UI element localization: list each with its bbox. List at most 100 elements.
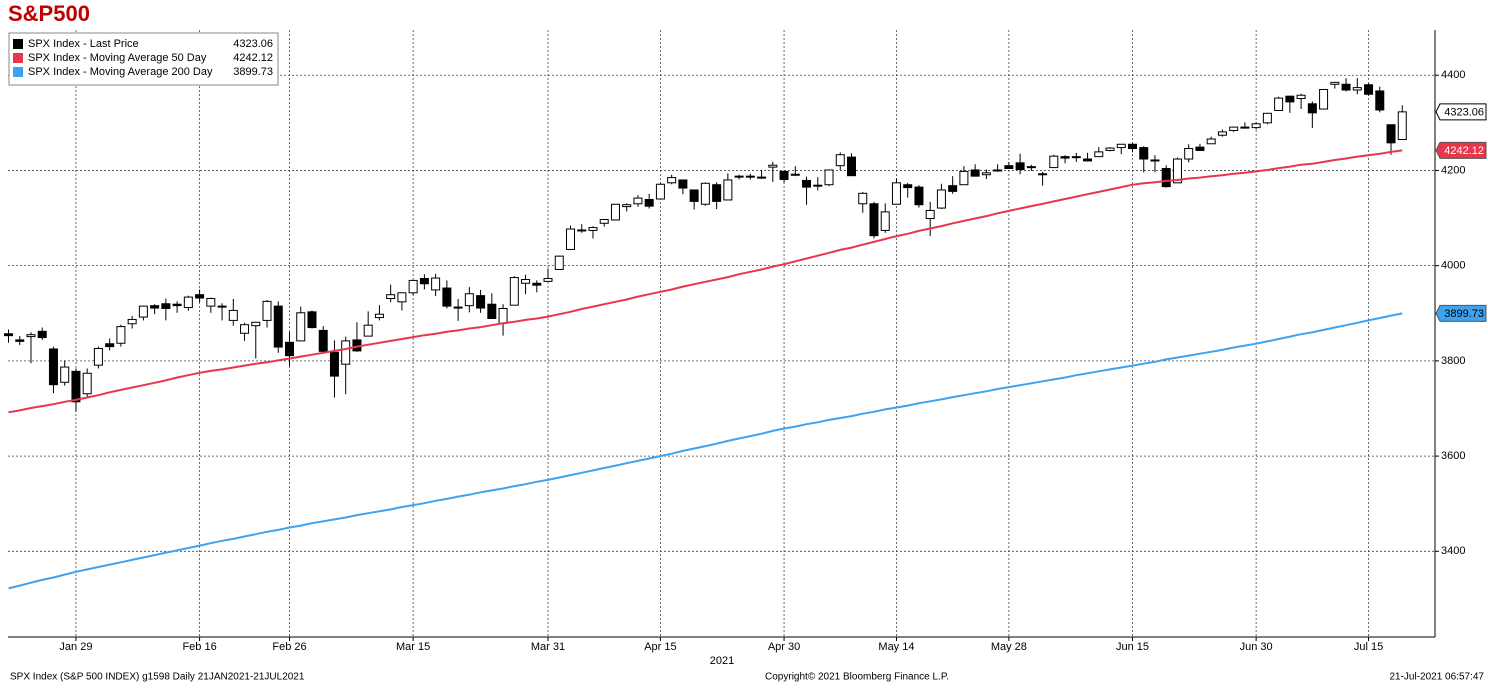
y-tick-label: 4400 bbox=[1441, 69, 1465, 81]
candle-body bbox=[588, 227, 598, 231]
candle-body bbox=[1195, 146, 1205, 151]
candle-body bbox=[1071, 156, 1081, 159]
candle-body bbox=[1060, 156, 1070, 159]
ma-line bbox=[8, 312, 1403, 590]
candle-body bbox=[386, 294, 396, 300]
candle-body bbox=[813, 184, 823, 187]
candle-body bbox=[1004, 165, 1014, 170]
candle-body bbox=[667, 177, 677, 184]
candle-body bbox=[1229, 126, 1239, 131]
candle-body bbox=[296, 312, 306, 342]
candle-body bbox=[307, 311, 317, 329]
candle-body bbox=[1330, 81, 1340, 85]
candle-body bbox=[880, 211, 890, 231]
candle-body bbox=[948, 185, 958, 192]
candle-body bbox=[217, 305, 227, 308]
candle-body bbox=[543, 278, 553, 282]
y-tick-label: 3800 bbox=[1441, 355, 1465, 367]
candle-body bbox=[644, 198, 654, 207]
candle-body bbox=[1217, 131, 1227, 136]
legend-label: SPX Index - Last Price bbox=[28, 38, 139, 50]
candle-body bbox=[15, 339, 25, 342]
grid: 3400 3600 3800 4000 4200 4400 Jan 29 Feb 16 Feb … bbox=[8, 30, 1465, 653]
candle-body bbox=[757, 176, 767, 179]
candle-body bbox=[1319, 89, 1329, 110]
candle-body bbox=[678, 179, 688, 189]
candle-body bbox=[599, 218, 609, 224]
candle-body bbox=[1341, 83, 1351, 91]
candle-body bbox=[1026, 166, 1036, 169]
value-tag-label: 4323.06 bbox=[1444, 106, 1484, 118]
candle-body bbox=[1172, 158, 1182, 184]
candle-body bbox=[127, 318, 137, 325]
legend-value: 3899.73 bbox=[233, 66, 273, 78]
candle-body bbox=[1240, 126, 1250, 129]
candle-body bbox=[172, 303, 182, 307]
candle-body bbox=[914, 186, 924, 206]
x-tick-label: May 28 bbox=[991, 641, 1027, 653]
candle-body bbox=[993, 169, 1003, 172]
legend-value: 4323.06 bbox=[233, 38, 273, 50]
x-tick-label: Jul 15 bbox=[1354, 641, 1383, 653]
candle-body bbox=[419, 278, 429, 285]
candle-body bbox=[1083, 158, 1093, 162]
candle-body bbox=[1307, 103, 1317, 114]
ma-line bbox=[8, 149, 1403, 414]
candle-body bbox=[251, 321, 261, 327]
candle-body bbox=[1364, 84, 1374, 95]
candle-body bbox=[273, 305, 283, 348]
candle-body bbox=[925, 209, 935, 220]
candle-body bbox=[1296, 94, 1306, 100]
legend: SPX Index - Last Price 4323.06 SPX Index -… bbox=[8, 32, 279, 86]
candle-body bbox=[1274, 97, 1284, 111]
candle-body bbox=[1206, 138, 1216, 145]
candle-body bbox=[723, 179, 733, 201]
x-tick-label: Apr 30 bbox=[768, 641, 800, 653]
candle-body bbox=[734, 175, 744, 178]
candle-body bbox=[138, 305, 148, 318]
candle-body bbox=[745, 175, 755, 178]
x-tick-label: Jan 29 bbox=[59, 641, 92, 653]
legend-box bbox=[8, 32, 279, 86]
footer-center: Copyright© 2021 Bloomberg Finance L.P. bbox=[765, 672, 949, 683]
candle-body bbox=[903, 184, 913, 189]
candle-body bbox=[1251, 123, 1261, 129]
candle-body bbox=[959, 170, 969, 186]
candle-body bbox=[183, 296, 193, 309]
candle-body bbox=[453, 306, 463, 309]
candle-body bbox=[610, 203, 620, 221]
y-tick-label: 4200 bbox=[1441, 164, 1465, 176]
candle-body bbox=[1397, 111, 1407, 140]
candle-body bbox=[622, 204, 632, 208]
legend-label: SPX Index - Moving Average 50 Day bbox=[28, 52, 207, 64]
candle-body bbox=[116, 326, 126, 344]
candle-body bbox=[1386, 124, 1396, 144]
legend-value: 4242.12 bbox=[233, 52, 273, 64]
candle-body bbox=[487, 303, 497, 320]
candle-body bbox=[1015, 162, 1025, 170]
x-axis-label: 2021 bbox=[710, 655, 734, 667]
candle-body bbox=[1094, 151, 1104, 158]
candle-body bbox=[341, 340, 351, 365]
candle-body bbox=[633, 197, 643, 205]
candle-body bbox=[262, 300, 272, 321]
footer-right: 21-Jul-2021 06:57:47 bbox=[1389, 672, 1484, 683]
legend-swatch bbox=[13, 39, 23, 49]
candle-body bbox=[195, 294, 205, 299]
candle-body bbox=[71, 370, 81, 403]
x-tick-label: Jun 30 bbox=[1240, 641, 1273, 653]
candle-body bbox=[689, 189, 699, 202]
candle-body bbox=[498, 308, 508, 324]
candle-body bbox=[363, 324, 373, 337]
candle-body bbox=[150, 305, 160, 309]
candle-body bbox=[712, 184, 722, 202]
candle-body bbox=[936, 189, 946, 209]
candle-body bbox=[509, 277, 519, 306]
candle-body bbox=[1375, 90, 1385, 111]
candle-body bbox=[891, 182, 901, 205]
candle-body bbox=[655, 183, 665, 200]
candle-body bbox=[408, 279, 418, 294]
candle-body bbox=[532, 282, 542, 286]
candle-body bbox=[802, 179, 812, 188]
